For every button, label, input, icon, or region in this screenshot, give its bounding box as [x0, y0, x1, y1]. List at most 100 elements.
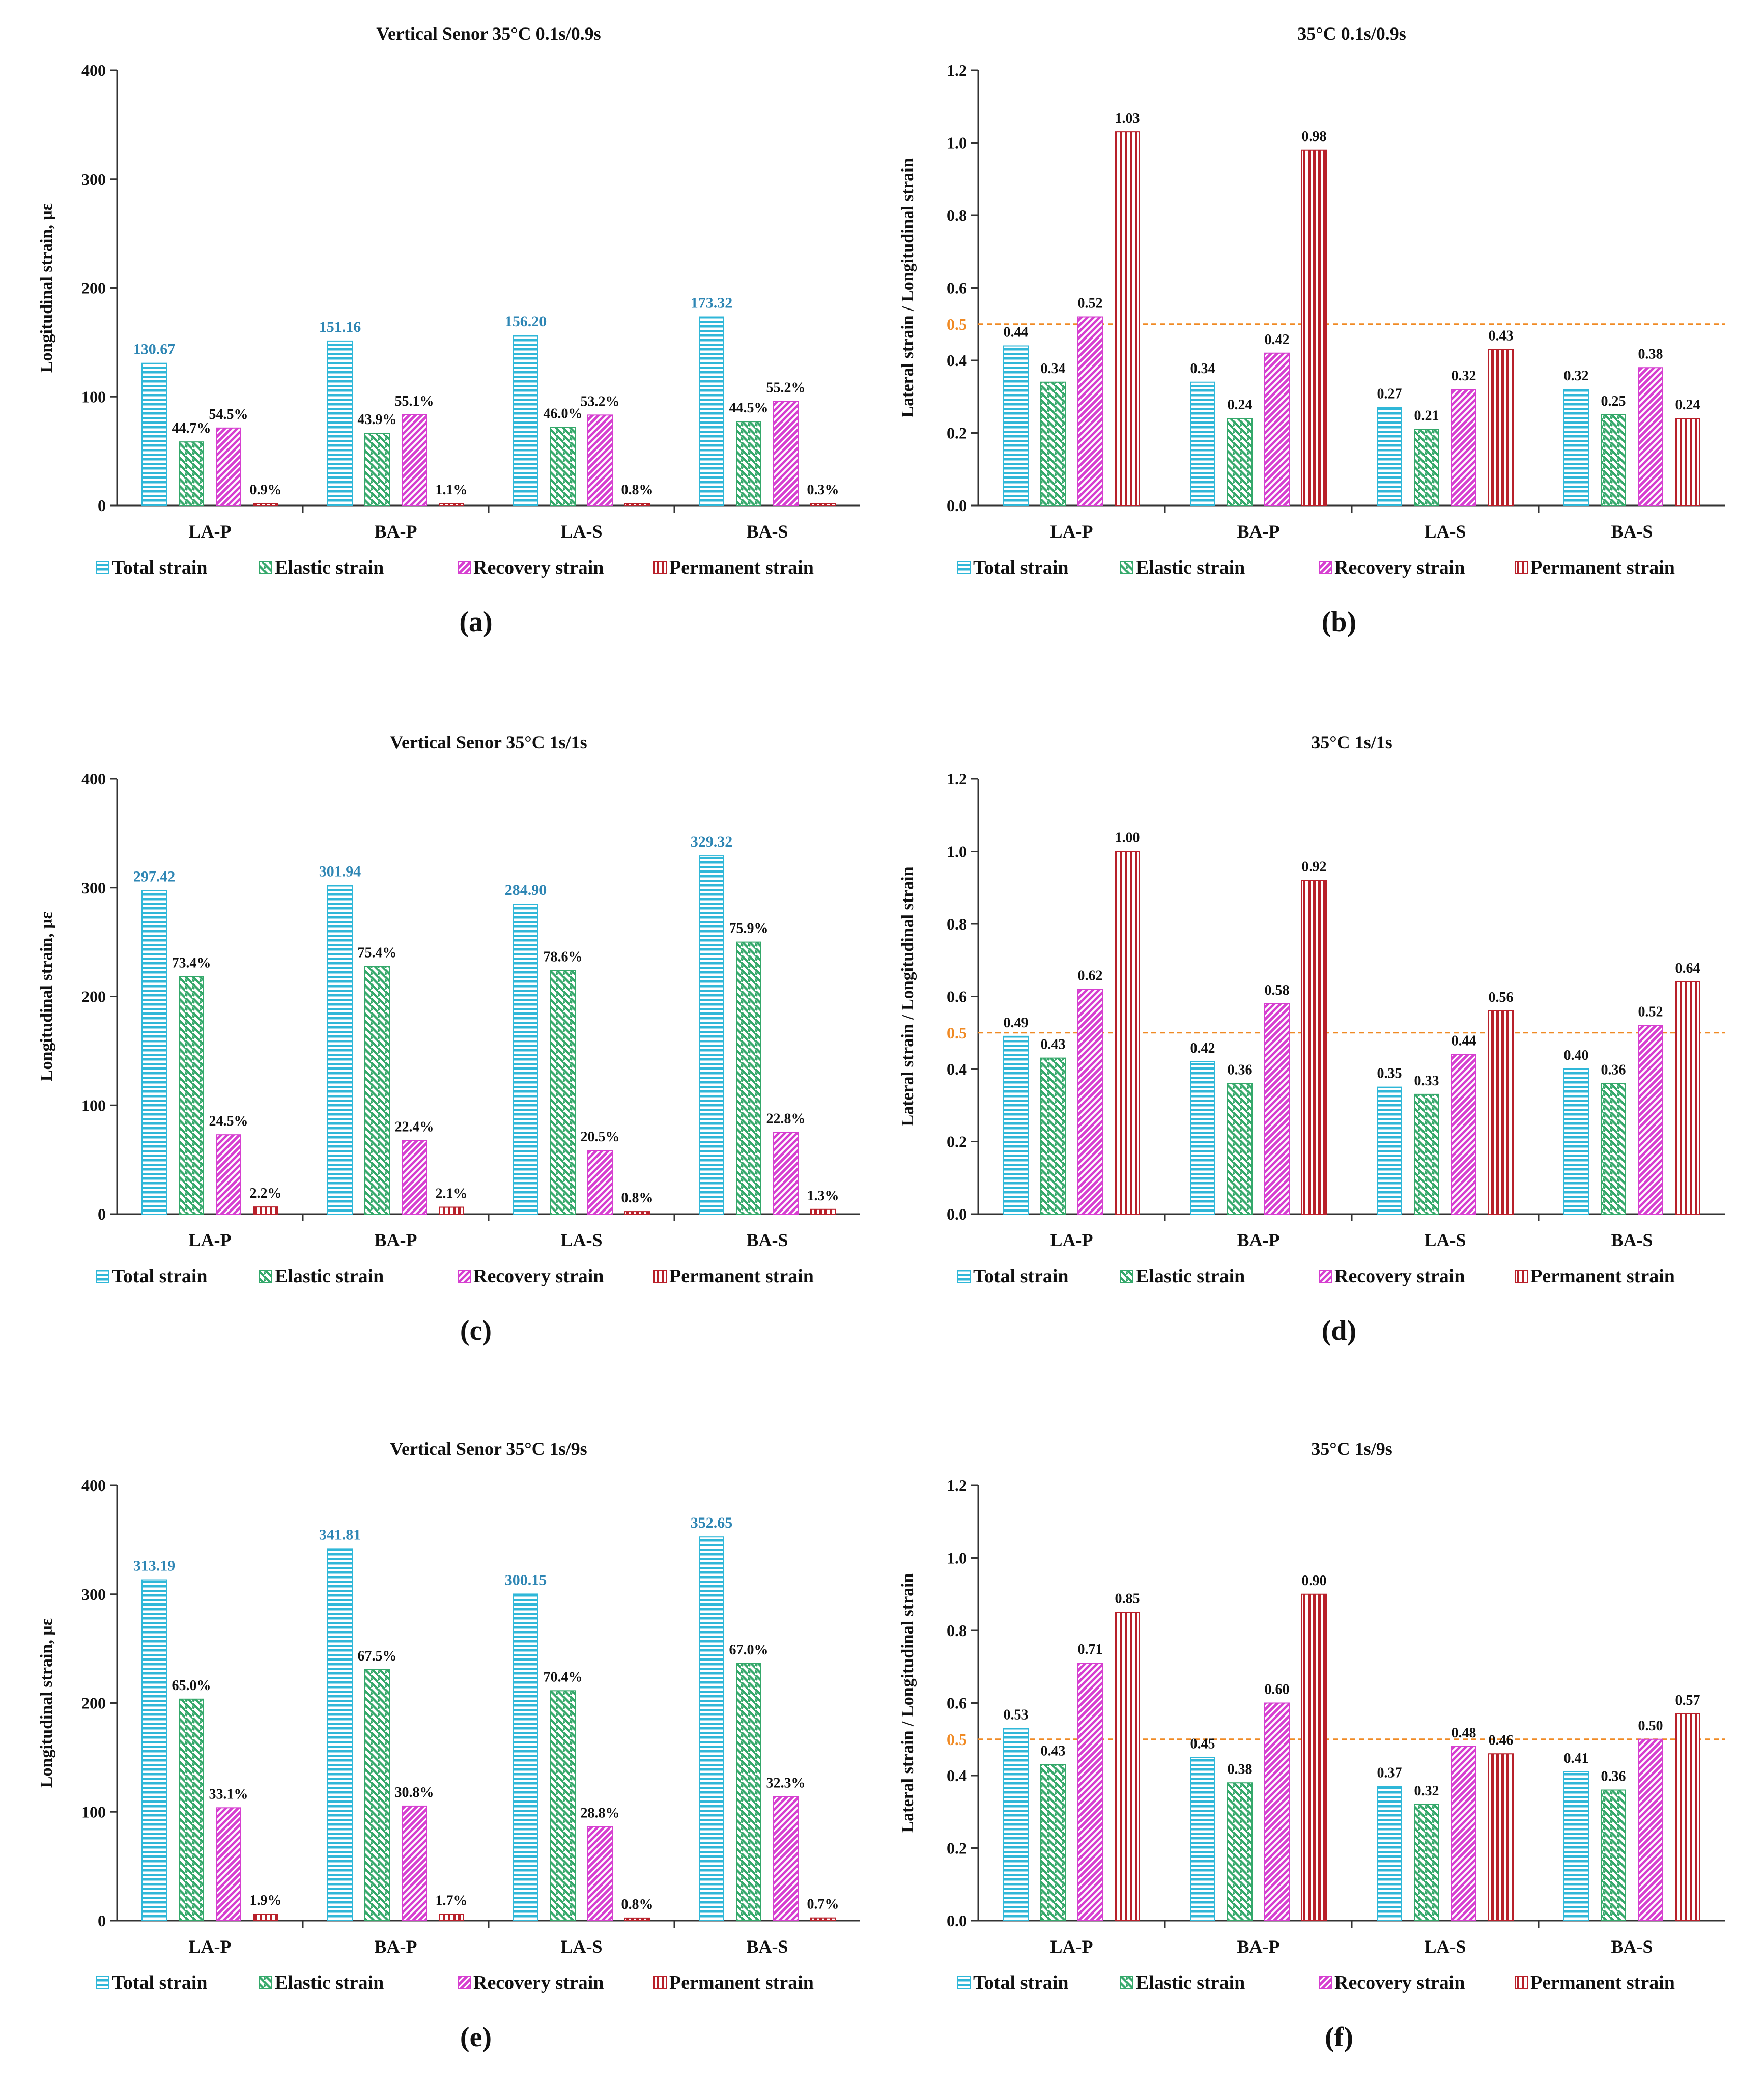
data-label-permanent: 1.9%	[250, 1893, 282, 1908]
data-label-permanent: 2.2%	[250, 1186, 282, 1201]
y-tick-label: 200	[81, 279, 106, 297]
legend-label: Permanent strain	[1530, 1972, 1675, 1993]
legend: Total strain Elastic strain Recovery strai…	[957, 1972, 1675, 1993]
bar-total	[327, 1548, 353, 1921]
data-label-recovery: 0.44	[1452, 1033, 1476, 1049]
data-label-total: 0.41	[1564, 1751, 1589, 1766]
data-label-recovery: 0.32	[1452, 368, 1476, 384]
category-label: LA-S	[1424, 521, 1466, 542]
category-label: LA-S	[1424, 1230, 1466, 1250]
category-label: BA-P	[1237, 521, 1280, 542]
legend-swatch-permanent	[653, 1976, 667, 1989]
data-label-elastic: 0.43	[1041, 1743, 1066, 1759]
y-tick-label: 0.2	[947, 1133, 967, 1151]
data-label-total: 300.15	[505, 1571, 547, 1588]
data-label-recovery: 0.62	[1078, 968, 1103, 983]
chart-panel-c: Vertical Senor 35°C 1s/1s Longitudinal st…	[37, 732, 860, 1346]
bar-recovery	[1638, 367, 1663, 506]
data-label-permanent: 1.1%	[436, 482, 468, 498]
data-label-permanent: 0.56	[1489, 990, 1514, 1005]
data-label-permanent: 0.8%	[621, 482, 653, 498]
bar-permanent	[1301, 149, 1327, 506]
y-tick-label: 1.0	[947, 134, 967, 152]
bar-recovery	[773, 1132, 799, 1215]
panel-letter: (f)	[1325, 2021, 1353, 2053]
legend-label: Recovery strain	[473, 557, 604, 578]
bar-recovery	[402, 1140, 427, 1215]
bar-elastic	[550, 427, 576, 506]
data-label-permanent: 1.00	[1115, 830, 1140, 846]
bar-permanent	[1301, 880, 1327, 1215]
bar-permanent	[1301, 1593, 1327, 1921]
data-label-elastic: 75.9%	[729, 921, 769, 937]
y-tick-label: 0.0	[947, 1205, 967, 1223]
data-label-total: 0.37	[1377, 1765, 1402, 1781]
data-label-elastic: 0.36	[1228, 1062, 1253, 1078]
y-tick-label: 0	[98, 496, 106, 515]
bar-recovery	[216, 1134, 241, 1215]
data-label-elastic: 0.36	[1601, 1062, 1626, 1078]
bar-total	[1190, 1757, 1215, 1921]
data-label-elastic: 0.32	[1414, 1783, 1439, 1799]
legend-label: Elastic strain	[275, 557, 384, 578]
bar-elastic	[1227, 1083, 1253, 1215]
y-tick-label: 400	[81, 1476, 106, 1495]
data-label-elastic: 67.5%	[358, 1648, 397, 1664]
bar-permanent	[253, 1914, 278, 1922]
bar-elastic	[364, 433, 390, 506]
y-tick-label: 0	[98, 1911, 106, 1930]
legend-swatch-total	[96, 1976, 109, 1989]
bar-permanent	[439, 503, 464, 506]
data-label-recovery: 30.8%	[395, 1785, 434, 1800]
data-label-elastic: 43.9%	[358, 412, 397, 428]
chart-panel-d: 35°C 1s/1s Lateral strain / Longitudinal …	[898, 732, 1725, 1346]
data-label-permanent: 0.98	[1302, 129, 1327, 145]
data-label-recovery: 33.1%	[209, 1786, 248, 1802]
category-label: LA-P	[189, 1230, 232, 1250]
y-tick-label: 100	[81, 1803, 106, 1821]
bar-recovery	[402, 1805, 427, 1921]
bar-permanent	[439, 1206, 464, 1215]
y-tick-label: 0.0	[947, 496, 967, 515]
bar-elastic	[1227, 1782, 1253, 1921]
bar-recovery	[1451, 1746, 1476, 1921]
bar-recovery	[1638, 1738, 1663, 1921]
data-label-permanent: 0.90	[1302, 1573, 1327, 1589]
legend-swatch-recovery	[458, 561, 471, 574]
y-tick-label: 0.8	[947, 206, 967, 224]
y-tick-label: 400	[81, 61, 106, 79]
bar-recovery	[1264, 352, 1290, 506]
data-label-permanent: 0.24	[1675, 397, 1700, 413]
bar-elastic	[364, 1669, 390, 1921]
data-label-total: 0.49	[1004, 1015, 1029, 1031]
bar-total	[513, 1593, 538, 1922]
bar-recovery	[1077, 989, 1103, 1215]
data-label-total: 0.27	[1377, 386, 1402, 402]
legend: Total strain Elastic strain Recovery strai…	[957, 1265, 1675, 1287]
data-label-recovery: 55.1%	[395, 393, 434, 409]
panel-letter: (d)	[1322, 1315, 1356, 1346]
data-label-permanent: 0.8%	[621, 1190, 653, 1206]
y-tick-label: 0.2	[947, 1839, 967, 1858]
bar-recovery	[1451, 1054, 1476, 1215]
legend-label: Total strain	[973, 1265, 1069, 1287]
legend-swatch-recovery	[458, 1270, 471, 1283]
legend-label: Total strain	[973, 557, 1069, 578]
legend-label: Elastic strain	[1136, 1265, 1245, 1287]
panel-letter: (e)	[460, 2021, 492, 2053]
y-tick-label: 0.6	[947, 1694, 967, 1712]
category-label: BA-P	[1237, 1936, 1280, 1957]
legend: Total strain Elastic strain Recovery strai…	[96, 557, 814, 578]
legend-swatch-elastic	[259, 561, 272, 574]
data-label-total: 329.32	[691, 833, 733, 850]
category-label: LA-S	[560, 1936, 602, 1957]
category-label: BA-S	[1611, 1936, 1653, 1957]
legend-swatch-permanent	[1515, 1270, 1528, 1283]
legend-label: Elastic strain	[1136, 1972, 1245, 1993]
bar-elastic	[1414, 1804, 1439, 1921]
data-label-total: 0.44	[1004, 325, 1029, 341]
data-label-elastic: 0.21	[1414, 408, 1439, 424]
legend-swatch-permanent	[653, 561, 667, 574]
bar-permanent	[1488, 1010, 1514, 1215]
